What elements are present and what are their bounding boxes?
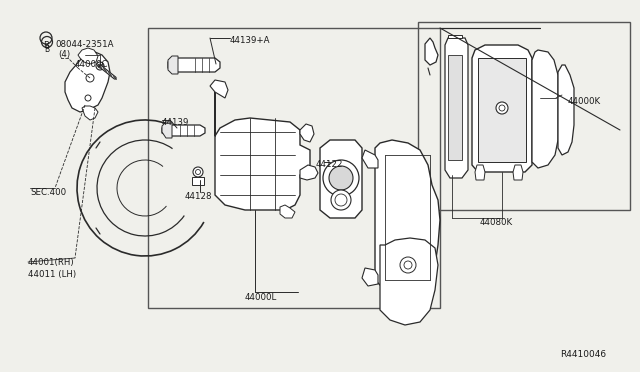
Text: 44139: 44139 bbox=[162, 118, 189, 127]
Text: 44001(RH): 44001(RH) bbox=[28, 258, 75, 267]
Text: 44128: 44128 bbox=[185, 192, 212, 201]
Polygon shape bbox=[162, 125, 205, 136]
Polygon shape bbox=[362, 150, 378, 168]
Circle shape bbox=[400, 257, 416, 273]
Polygon shape bbox=[478, 58, 526, 162]
Polygon shape bbox=[448, 35, 462, 38]
Polygon shape bbox=[78, 48, 98, 64]
Text: 44000K: 44000K bbox=[568, 97, 601, 106]
Bar bbox=[418, 22, 630, 210]
Polygon shape bbox=[425, 38, 438, 65]
Polygon shape bbox=[532, 50, 558, 168]
Polygon shape bbox=[445, 38, 468, 178]
Polygon shape bbox=[375, 140, 440, 295]
Polygon shape bbox=[168, 58, 220, 72]
Circle shape bbox=[323, 160, 359, 196]
Text: 08044-2351A: 08044-2351A bbox=[55, 40, 113, 49]
Polygon shape bbox=[162, 122, 172, 138]
Circle shape bbox=[329, 166, 353, 190]
Polygon shape bbox=[215, 92, 310, 210]
Polygon shape bbox=[472, 45, 532, 172]
Polygon shape bbox=[168, 56, 178, 74]
Text: 44139+A: 44139+A bbox=[230, 36, 271, 45]
Text: B: B bbox=[44, 45, 49, 54]
Polygon shape bbox=[82, 106, 98, 120]
Text: B: B bbox=[43, 41, 49, 50]
Text: 44000C: 44000C bbox=[75, 60, 109, 69]
Polygon shape bbox=[300, 124, 314, 142]
Polygon shape bbox=[513, 165, 523, 180]
Polygon shape bbox=[448, 55, 462, 160]
Text: 44000L: 44000L bbox=[245, 293, 277, 302]
Polygon shape bbox=[362, 268, 378, 286]
Text: 44122: 44122 bbox=[316, 160, 344, 169]
Polygon shape bbox=[380, 238, 438, 325]
Bar bbox=[148, 28, 440, 308]
Polygon shape bbox=[280, 205, 295, 218]
Circle shape bbox=[496, 102, 508, 114]
Circle shape bbox=[96, 62, 104, 70]
Text: (4): (4) bbox=[58, 50, 70, 59]
Bar bbox=[192, 177, 204, 185]
Text: SEC.400: SEC.400 bbox=[30, 188, 66, 197]
Circle shape bbox=[331, 190, 351, 210]
Polygon shape bbox=[320, 140, 362, 218]
Text: 44011 (LH): 44011 (LH) bbox=[28, 270, 76, 279]
Polygon shape bbox=[300, 165, 318, 180]
Text: R4410046: R4410046 bbox=[560, 350, 606, 359]
Text: 44080K: 44080K bbox=[480, 218, 513, 227]
Polygon shape bbox=[65, 52, 110, 112]
Polygon shape bbox=[210, 80, 228, 98]
Polygon shape bbox=[475, 165, 485, 180]
Circle shape bbox=[193, 167, 203, 177]
Polygon shape bbox=[558, 65, 574, 155]
